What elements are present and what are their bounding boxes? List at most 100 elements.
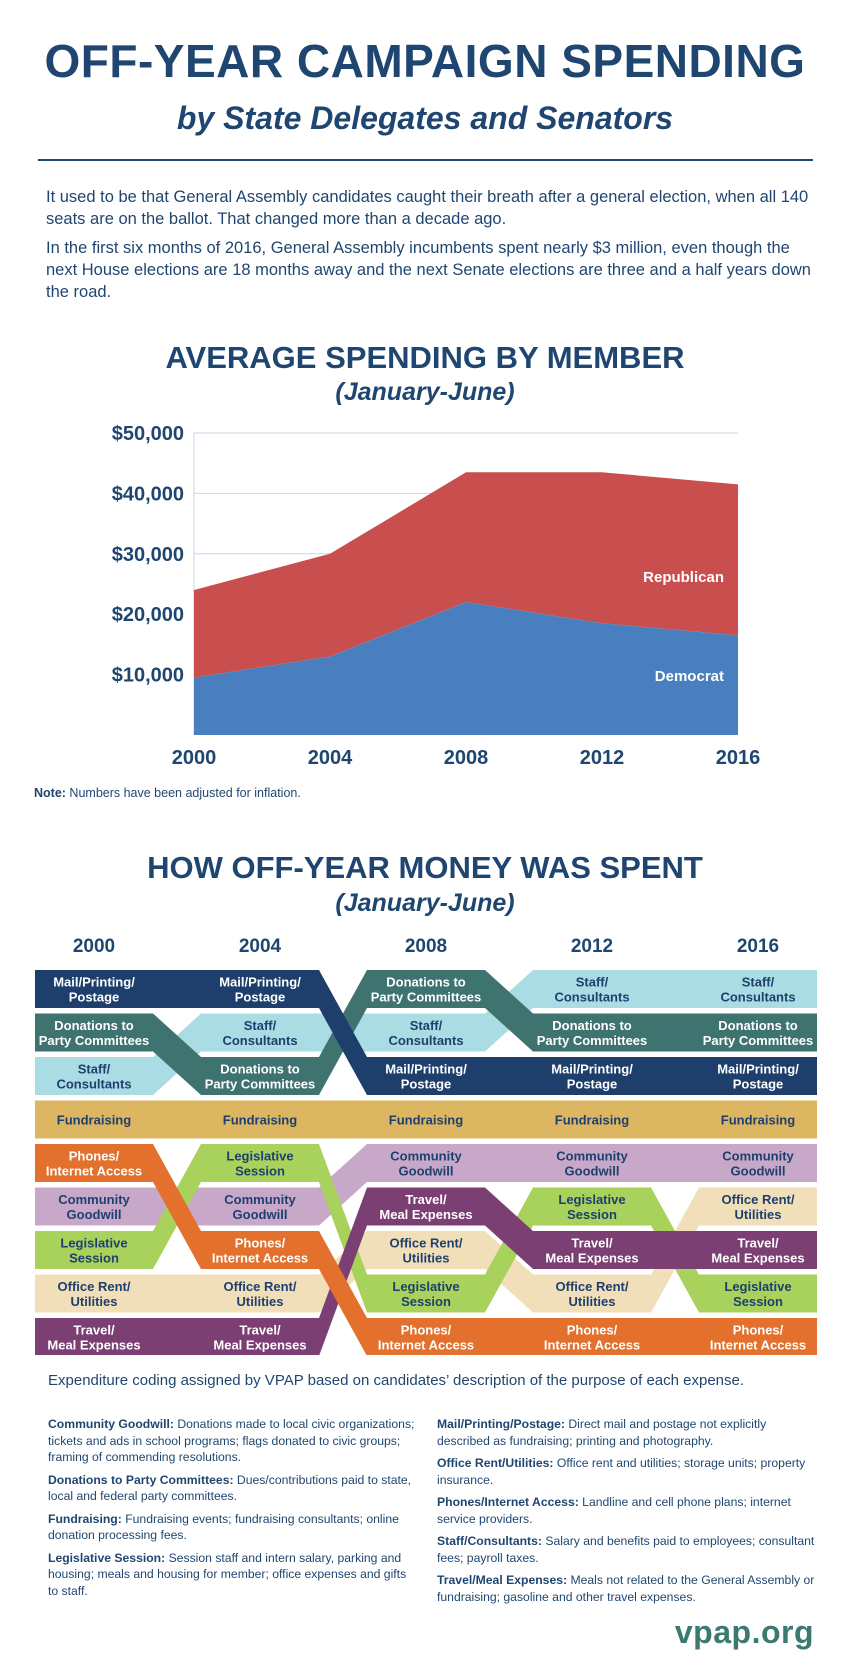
x-tick-label: 2004 [308, 747, 353, 765]
donations-label: Party Committees [537, 1033, 648, 1048]
glossary-term: Travel/Meal Expenses: [437, 1573, 568, 1587]
fundraising-label: Fundraising [721, 1113, 795, 1128]
year-header: 2004 [239, 936, 282, 957]
staff-label: Consultants [56, 1077, 131, 1092]
glossary-definition: Salary and benefits paid to employees; c… [437, 1534, 815, 1565]
donations-box [699, 1013, 817, 1052]
page-subtitle: by State Delegates and Senators [176, 100, 674, 136]
donations-connector [153, 1013, 201, 1095]
year-header: 2012 [571, 936, 613, 957]
phones-label: Internet Access [46, 1164, 142, 1179]
travel-connector [319, 1187, 367, 1355]
democrat-area [194, 602, 738, 735]
travel-box [699, 1231, 817, 1269]
donations-label: Donations to [54, 1018, 133, 1033]
phones-label: Phones/ [567, 1323, 618, 1338]
mail-box [533, 1057, 651, 1095]
glossary-left: Community Goodwill: Donations made to lo… [48, 1416, 418, 1599]
chart-note: Note: Numbers have been adjusted for inf… [34, 786, 301, 800]
donations-label: Donations to [552, 1018, 631, 1033]
legislative-label: Session [567, 1207, 617, 1222]
chart1-subtitle: (January-June) [335, 378, 515, 406]
legislative-label: Legislative [60, 1236, 127, 1251]
mail-label: Postage [567, 1077, 618, 1092]
note-label: Note: [34, 786, 66, 800]
donations-box [367, 970, 485, 1008]
glossary-entry: Travel/Meal Expenses: Meals not related … [437, 1572, 817, 1605]
page-title: OFF-YEAR CAMPAIGN SPENDING [44, 35, 806, 87]
fundraising-box [533, 1100, 651, 1139]
office-box [367, 1231, 485, 1269]
staff-label: Consultants [720, 990, 795, 1005]
phones-label: Internet Access [212, 1251, 308, 1266]
mail-box [367, 1057, 485, 1095]
staff-box [533, 970, 651, 1008]
coding-caption: Expenditure coding assigned by VPAP base… [48, 1372, 745, 1389]
community-label: Community [556, 1149, 628, 1164]
y-tick-label: $10,000 [112, 665, 184, 687]
donations-box [201, 1057, 319, 1095]
travel-label: Travel/ [405, 1192, 447, 1207]
travel-label: Travel/ [571, 1236, 613, 1251]
travel-connector [485, 1187, 533, 1269]
x-tick-label: 2000 [172, 747, 217, 765]
office-label: Office Rent/ [722, 1192, 795, 1207]
phones-connector [153, 1144, 201, 1269]
glossary-term: Fundraising: [48, 1511, 122, 1526]
community-connector [651, 1144, 699, 1182]
glossary-definition: Session staff and intern salary, parking… [48, 1550, 407, 1598]
travel-label: Meal Expenses [213, 1338, 306, 1353]
staff-label: Staff/ [576, 975, 609, 990]
fundraising-box [367, 1100, 485, 1139]
staff-box [35, 1057, 153, 1095]
mail-label: Postage [69, 990, 120, 1005]
community-connector [485, 1144, 533, 1182]
glossary-definition: Office rent and utilities; storage units… [437, 1456, 806, 1487]
staff-box [367, 1013, 485, 1052]
glossary-definition: Donations made to local civic organizati… [48, 1417, 415, 1464]
office-label: Office Rent/ [58, 1279, 131, 1294]
travel-label: Meal Expenses [711, 1251, 804, 1266]
community-label: Goodwill [67, 1207, 122, 1222]
republican-series-label: Republican [643, 569, 724, 586]
office-box [201, 1274, 319, 1313]
donations-label: Donations to [220, 1062, 299, 1077]
legislative-label: Session [733, 1294, 783, 1309]
glossary-term: Mail/Printing/Postage: [437, 1417, 565, 1431]
community-box [699, 1144, 817, 1182]
staff-label: Staff/ [410, 1018, 443, 1033]
glossary-entry: Fundraising: Fundraising events; fundrai… [48, 1511, 418, 1544]
community-box [533, 1144, 651, 1182]
community-label: Goodwill [233, 1207, 288, 1222]
donations-connector [485, 970, 533, 1052]
donations-label: Party Committees [371, 990, 482, 1005]
legislative-label: Session [401, 1294, 451, 1309]
mail-box [699, 1057, 817, 1095]
staff-box [201, 1013, 319, 1052]
community-label: Community [58, 1192, 130, 1207]
glossary-term: Office Rent/Utilities: [437, 1456, 554, 1470]
y-tick-label: $50,000 [112, 423, 184, 445]
phones-connector [319, 1231, 367, 1355]
phones-box [367, 1318, 485, 1355]
mail-label: Mail/Printing/ [551, 1062, 633, 1077]
travel-box [367, 1187, 485, 1226]
glossary-entry: Legislative Session: Session staff and i… [48, 1550, 418, 1600]
mail-label: Postage [401, 1077, 452, 1092]
phones-label: Phones/ [69, 1149, 120, 1164]
glossary-entry: Mail/Printing/Postage: Direct mail and p… [437, 1416, 817, 1449]
republican-area [194, 472, 738, 678]
community-box [201, 1187, 319, 1226]
staff-label: Staff/ [742, 975, 775, 990]
phones-box [201, 1231, 319, 1269]
intro-paragraph-1: It used to be that General Assembly cand… [46, 188, 809, 228]
x-tick-label: 2008 [444, 747, 489, 765]
x-tick-label: 2016 [716, 747, 761, 765]
fundraising-box [35, 1100, 153, 1139]
donations-label: Donations to [718, 1018, 797, 1033]
vpap-logo[interactable]: vpap.org [674, 1614, 814, 1650]
mail-box [201, 970, 319, 1008]
travel-label: Meal Expenses [545, 1251, 638, 1266]
donations-label: Donations to [386, 975, 465, 990]
staff-label: Consultants [388, 1033, 463, 1048]
